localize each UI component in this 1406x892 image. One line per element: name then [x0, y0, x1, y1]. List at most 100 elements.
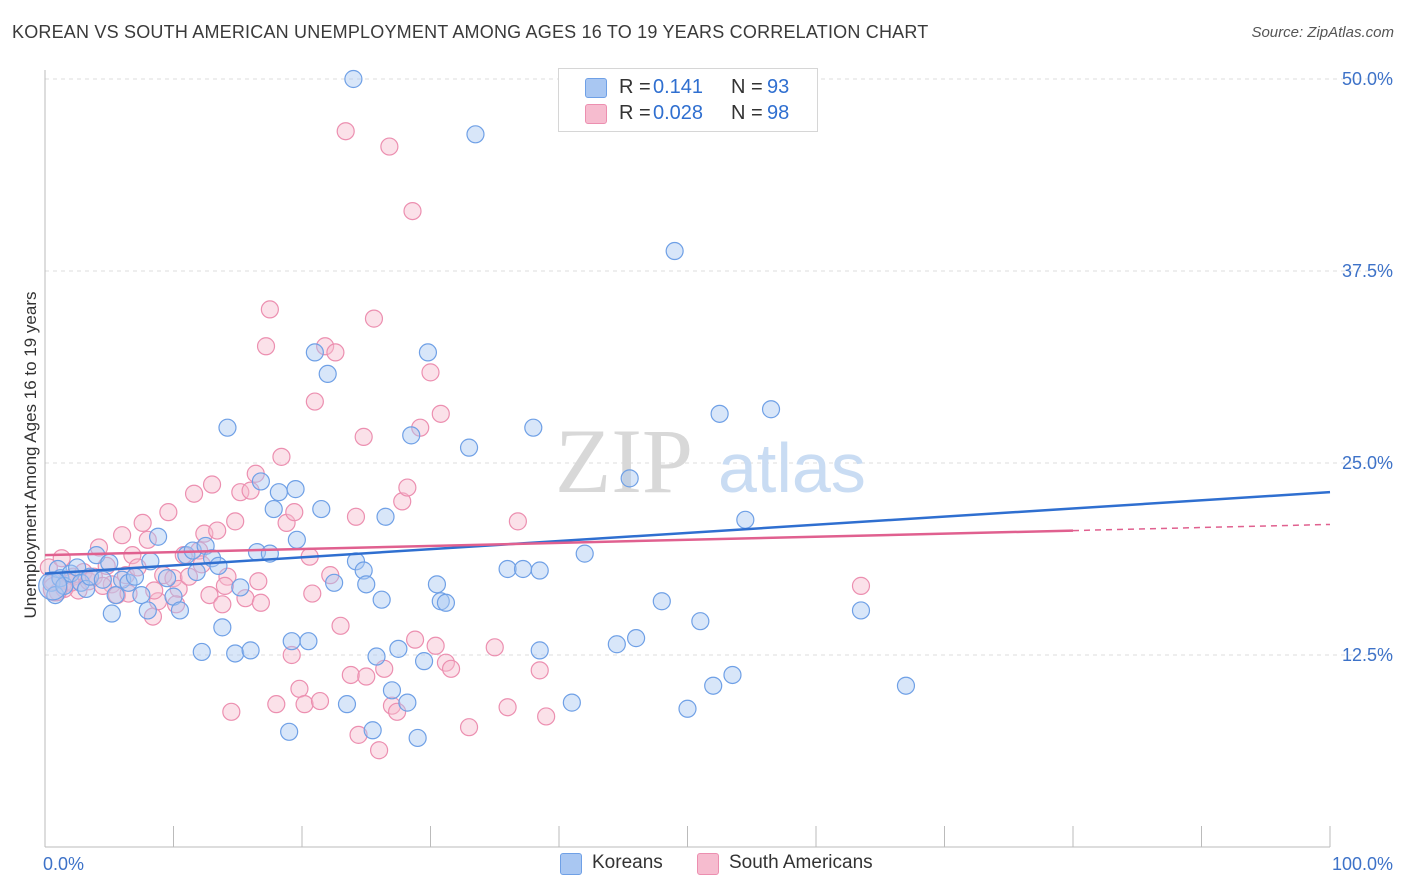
south-americans-r-value: 0.028 — [653, 102, 704, 124]
south-americans-point — [200, 585, 219, 605]
koreans-point — [408, 728, 427, 748]
south-americans-point — [393, 492, 412, 511]
koreans-point — [562, 693, 581, 712]
koreans-point — [231, 578, 250, 597]
koreans-point — [157, 569, 177, 588]
koreans-point — [665, 241, 684, 261]
koreans-point — [372, 590, 391, 609]
south-americans-legend-swatch — [697, 853, 719, 875]
south-americans-legend-label: South Americans — [729, 852, 873, 873]
koreans-cluster-point — [38, 571, 68, 601]
x-tick-label: 100.0% — [1332, 854, 1393, 874]
koreans-point — [305, 343, 324, 362]
correlation-legend: R = 0.141 N = 93 R = 0.028 N = 98 — [558, 68, 818, 132]
koreans-point — [192, 642, 211, 662]
south-americans-point — [260, 300, 279, 319]
koreans-point — [498, 559, 517, 579]
y-tick-label: 12.5% — [1342, 645, 1393, 665]
series-koreans — [38, 69, 916, 748]
koreans-point — [280, 722, 299, 741]
y-tick-label: 50.0% — [1342, 69, 1393, 89]
south-americans-point — [184, 484, 204, 503]
koreans-point — [418, 343, 438, 362]
koreans-point — [736, 510, 755, 529]
koreans-point — [318, 364, 337, 384]
south-americans-point — [851, 576, 871, 595]
legend-row-south-americans: R = 0.028 N = 98 — [559, 101, 817, 127]
south-americans-point — [530, 661, 549, 680]
south-americans-point — [537, 707, 556, 726]
south-americans-point — [282, 645, 301, 665]
koreans-point — [357, 575, 376, 594]
south-americans-point — [421, 363, 440, 382]
koreans-legend-label: Koreans — [592, 852, 663, 873]
koreans-swatch — [585, 78, 607, 98]
y-tick-label: 25.0% — [1342, 453, 1393, 473]
south-americans-point — [241, 481, 260, 500]
south-americans-point — [249, 572, 268, 591]
south-americans-point — [459, 718, 479, 737]
koreans-point — [170, 601, 190, 620]
koreans-point — [678, 699, 697, 718]
south-americans-point — [159, 503, 178, 522]
koreans-point — [575, 544, 594, 563]
koreans-point — [93, 570, 112, 589]
south-americans-point — [213, 595, 232, 614]
koreans-point — [132, 585, 151, 605]
south-americans-point — [303, 584, 322, 603]
south-americans-point — [354, 427, 373, 446]
koreans-point — [213, 618, 232, 637]
koreans-point — [382, 681, 402, 700]
south-americans-trend-extension — [1072, 523, 1331, 532]
koreans-point — [187, 562, 206, 582]
south-americans-point — [202, 475, 222, 494]
koreans-point — [620, 469, 639, 488]
koreans-point — [148, 527, 168, 546]
koreans-r-value: 0.141 — [653, 76, 704, 98]
koreans-point — [363, 721, 382, 740]
koreans-point — [312, 499, 331, 519]
watermark: ZIP atlas — [555, 410, 866, 512]
koreans-point — [427, 575, 447, 594]
koreans-point — [218, 418, 237, 437]
south-americans-point — [138, 530, 157, 549]
watermark-atlas: atlas — [718, 429, 866, 507]
koreans-point — [251, 472, 270, 491]
y-axis-label: Unemployment Among Ages 16 to 19 years — [21, 292, 40, 619]
koreans-trend-line — [44, 490, 1331, 575]
trend-lines — [44, 490, 1331, 575]
koreans-point — [723, 665, 742, 685]
koreans-point — [607, 635, 626, 654]
r-label: R = — [619, 102, 651, 124]
koreans-point — [209, 556, 228, 576]
koreans-point — [299, 632, 318, 651]
south-americans-point — [426, 636, 445, 655]
south-americans-point — [272, 447, 291, 466]
koreans-point — [896, 676, 916, 695]
south-americans-point — [305, 392, 324, 411]
koreans-point — [389, 639, 408, 658]
y-tick-label: 37.5% — [1342, 261, 1393, 281]
koreans-point — [691, 612, 710, 631]
r-label: R = — [619, 76, 651, 98]
koreans-point — [626, 629, 646, 648]
south-americans-point — [164, 569, 183, 588]
koreans-point — [102, 604, 121, 623]
koreans-point — [402, 426, 421, 445]
koreans-point — [530, 561, 549, 580]
koreans-point — [241, 641, 260, 660]
south-americans-point — [341, 665, 360, 685]
south-americans-n-value: 98 — [767, 102, 790, 124]
koreans-n-value: 93 — [767, 76, 790, 98]
x-tick-label: 0.0% — [43, 854, 84, 874]
koreans-point — [125, 567, 145, 586]
south-americans-point — [215, 576, 234, 595]
south-americans-point — [508, 512, 527, 531]
south-americans-point — [336, 122, 355, 141]
south-americans-point — [285, 503, 304, 522]
south-americans-point — [498, 698, 517, 717]
koreans-point — [459, 438, 479, 457]
south-americans-point — [112, 526, 132, 545]
south-americans-point — [370, 741, 389, 760]
